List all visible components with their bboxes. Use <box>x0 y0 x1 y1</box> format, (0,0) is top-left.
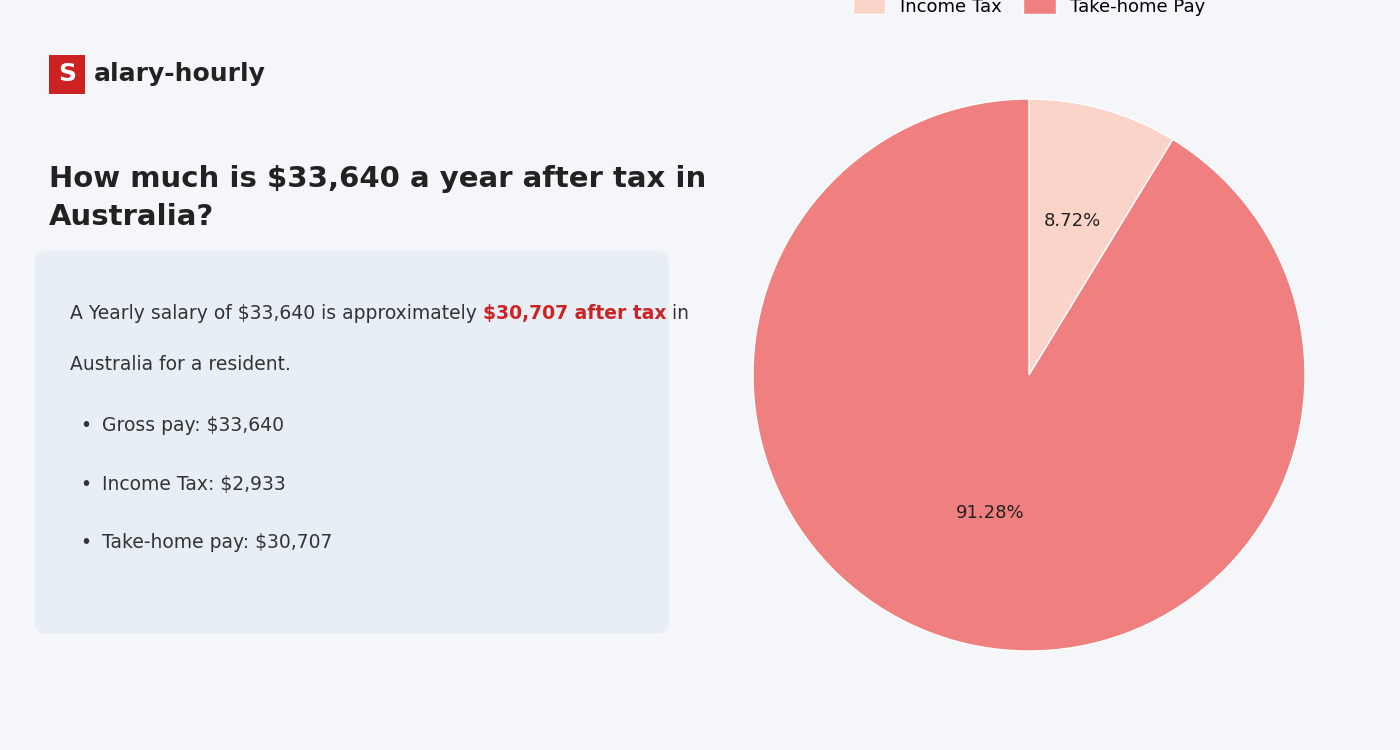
Text: $30,707 after tax: $30,707 after tax <box>483 304 666 322</box>
Text: Income Tax: $2,933: Income Tax: $2,933 <box>101 475 286 494</box>
Text: in: in <box>666 304 689 322</box>
Text: A Yearly salary of $33,640 is approximately: A Yearly salary of $33,640 is approximat… <box>70 304 483 322</box>
Text: Australia for a resident.: Australia for a resident. <box>70 355 291 374</box>
Text: How much is $33,640 a year after tax in
Australia?: How much is $33,640 a year after tax in … <box>49 165 706 231</box>
Wedge shape <box>753 99 1305 651</box>
FancyBboxPatch shape <box>49 55 85 94</box>
Text: S: S <box>59 62 76 86</box>
Text: 8.72%: 8.72% <box>1043 212 1100 230</box>
Text: •: • <box>81 416 91 435</box>
Text: alary-hourly: alary-hourly <box>94 62 266 86</box>
Text: •: • <box>81 533 91 552</box>
Text: Take-home pay: $30,707: Take-home pay: $30,707 <box>101 533 332 552</box>
Legend: Income Tax, Take-home Pay: Income Tax, Take-home Pay <box>853 0 1205 16</box>
Wedge shape <box>1029 99 1173 375</box>
Text: •: • <box>81 475 91 494</box>
Text: Gross pay: $33,640: Gross pay: $33,640 <box>101 416 283 435</box>
Text: 91.28%: 91.28% <box>956 504 1025 522</box>
FancyBboxPatch shape <box>35 251 669 634</box>
